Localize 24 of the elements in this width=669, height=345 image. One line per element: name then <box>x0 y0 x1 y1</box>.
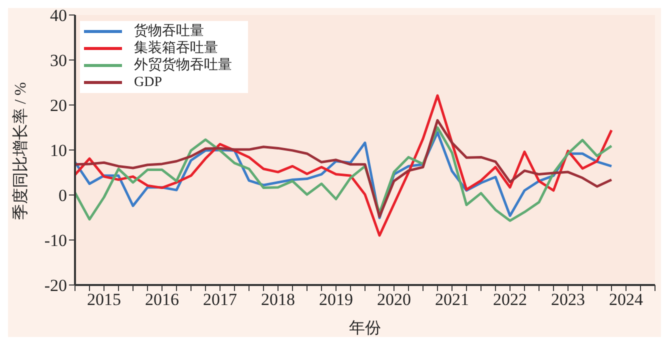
x-tick-label: 2019 <box>319 290 353 310</box>
x-tick-label: 2020 <box>377 290 411 310</box>
y-axis-title: 季度同比增长率 / % <box>12 82 30 220</box>
legend-label: 外贸货物吞吐量 <box>134 58 232 74</box>
y-tick-label: -10 <box>44 231 67 250</box>
legend-label: 货物吞吐量 <box>134 24 204 40</box>
legend-label: GDP <box>134 74 162 90</box>
x-axis-title: 年份 <box>349 320 381 337</box>
x-tick-label: 2015 <box>87 290 121 310</box>
y-tick-label: -20 <box>44 276 67 296</box>
y-tick-label: 10 <box>50 141 67 160</box>
x-tick-label: 2021 <box>435 290 469 310</box>
x-tick-label: 2023 <box>551 290 585 310</box>
x-tick-label: 2017 <box>203 290 238 310</box>
line-series <box>75 94 613 237</box>
y-tick-label: 30 <box>50 51 67 70</box>
x-tick-label: 2018 <box>261 290 295 310</box>
legend-label: 集装箱吞吐量 <box>134 40 218 56</box>
x-tick-label: 2016 <box>145 290 179 310</box>
y-tick-label: 0 <box>58 186 67 206</box>
x-tick-label: 2022 <box>493 290 527 310</box>
x-tick-label: 2024 <box>609 290 644 310</box>
y-tick-label: 40 <box>50 6 67 26</box>
y-tick-label: 20 <box>50 96 67 116</box>
